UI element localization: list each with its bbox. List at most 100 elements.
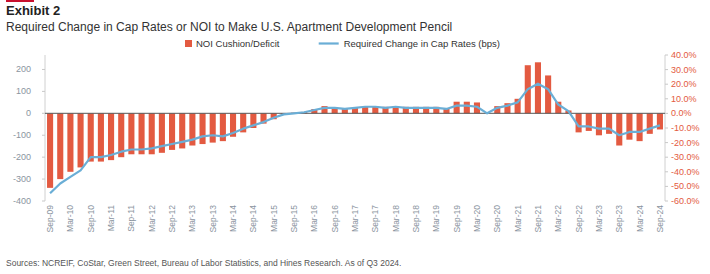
x-tick-label: Sep-15 [289, 205, 299, 233]
title: Exhibit 2 [6, 3, 60, 18]
bar [88, 113, 94, 161]
y2-tick [665, 157, 668, 158]
x-tick-label: Mar-19 [431, 205, 441, 232]
x-tick-label: Mar-22 [553, 205, 563, 232]
x-tick-label: Sep-22 [574, 205, 584, 233]
bar [199, 113, 205, 144]
bar [586, 113, 592, 131]
y-tick-label: 200 [16, 64, 31, 74]
y2-tick [665, 128, 668, 129]
y2-tick-label: 10.0% [671, 94, 697, 104]
bar [78, 113, 84, 167]
x-tick-label: Sep-18 [411, 205, 421, 233]
x-tick-label: Mar-14 [228, 205, 238, 232]
x-tick-label: Sep-19 [452, 205, 462, 233]
y-tick [42, 201, 45, 202]
y2-tick-label: 30.0% [671, 65, 697, 75]
chart: Exhibit 2 Required Change in Cap Rates or… [0, 0, 710, 274]
x-tick-label: Sep-24 [655, 205, 665, 233]
bar [616, 113, 622, 145]
y2-tick [665, 84, 668, 85]
y2-tick [665, 201, 668, 202]
y-tick [42, 179, 45, 180]
y-tick [42, 135, 45, 136]
x-tick-label: Sep-13 [208, 205, 218, 233]
legend-label: NOI Cushion/Deficit [196, 38, 280, 49]
y-tick-label: 100 [16, 86, 31, 96]
bar [57, 113, 63, 179]
y2-tick-label: -20.0% [671, 138, 700, 148]
bar [647, 113, 653, 133]
bar [108, 113, 114, 160]
x-tick-label: Mar-18 [391, 205, 401, 232]
x-tick-label: Mar-24 [635, 205, 645, 232]
x-tick-label: Sep-21 [533, 205, 543, 233]
x-tick-label: Mar-15 [269, 205, 279, 232]
bar [67, 113, 73, 171]
bar [637, 113, 643, 141]
x-tick-label: Mar-21 [513, 205, 523, 232]
x-tick-label: Mar-12 [147, 205, 157, 232]
x-tick-label: Mar-11 [106, 205, 116, 232]
bar [626, 113, 632, 139]
source: Sources: NCREIF, CoStar, Green Street, B… [6, 258, 401, 268]
y-tick [42, 91, 45, 92]
y2-tick-label: -60.0% [671, 196, 700, 206]
y2-tick-label: 20.0% [671, 79, 697, 89]
x-tick-label: Sep-09 [45, 205, 55, 233]
y2-tick [665, 98, 668, 99]
y2-tick [665, 142, 668, 143]
y2-tick-label: 40.0% [671, 50, 697, 60]
x-tick-label: Mar-13 [187, 205, 197, 232]
bar [596, 113, 602, 135]
y2-tick-label: -40.0% [671, 167, 700, 177]
x-tick-label: Mar-10 [65, 205, 75, 232]
plot-area [45, 62, 665, 193]
line [50, 84, 660, 194]
x-tick-label: Mar-20 [472, 205, 482, 232]
legend: NOI Cushion/Deficit Required Change in Ca… [185, 38, 500, 49]
x-tick-label: Sep-20 [492, 205, 502, 233]
y-tick-label: -300 [13, 174, 31, 184]
bar [454, 102, 460, 114]
bar [545, 75, 551, 113]
bar [535, 62, 541, 113]
subtitle: Required Change in Cap Rates or NOI to M… [6, 20, 452, 34]
y2-tick-label: 0.0% [671, 108, 692, 118]
y2-tick [665, 69, 668, 70]
bar [210, 113, 216, 142]
y2-tick [665, 113, 668, 114]
legend-swatch [185, 40, 192, 47]
zero-line [45, 113, 665, 114]
x-tick-label: Sep-16 [330, 205, 340, 233]
y2-tick-label: -30.0% [671, 152, 700, 162]
x-tick-label: Sep-10 [86, 205, 96, 233]
y-tick-label: 0 [26, 108, 31, 118]
x-tick-label: Sep-23 [614, 205, 624, 233]
y-tick [42, 113, 45, 114]
bar [98, 113, 104, 161]
x-tick-label: Mar-16 [309, 205, 319, 232]
y2-tick [665, 186, 668, 187]
x-tick-label: Mar-17 [350, 205, 360, 232]
x-tick-label: Mar-23 [594, 205, 604, 232]
header-rule [6, 0, 34, 2]
y2-tick [665, 171, 668, 172]
y-tick [42, 157, 45, 158]
y2-tick-label: -10.0% [671, 123, 700, 133]
y-tick-label: -200 [13, 152, 31, 162]
legend-label: Required Change in Cap Rates (bps) [344, 38, 500, 49]
bar [128, 113, 134, 154]
bar [464, 102, 470, 114]
y2-tick [665, 55, 668, 56]
x-tick-label: Sep-11 [126, 205, 136, 232]
y2-tick-label: -50.0% [671, 181, 700, 191]
x-tick-label: Sep-17 [370, 205, 380, 233]
y-tick-label: -400 [13, 196, 31, 206]
y-tick [42, 69, 45, 70]
x-tick-label: Sep-14 [248, 205, 258, 233]
x-tick-label: Sep-12 [167, 205, 177, 233]
legend-swatch [319, 42, 339, 44]
bar [47, 113, 53, 187]
y-tick-label: -100 [13, 130, 31, 140]
